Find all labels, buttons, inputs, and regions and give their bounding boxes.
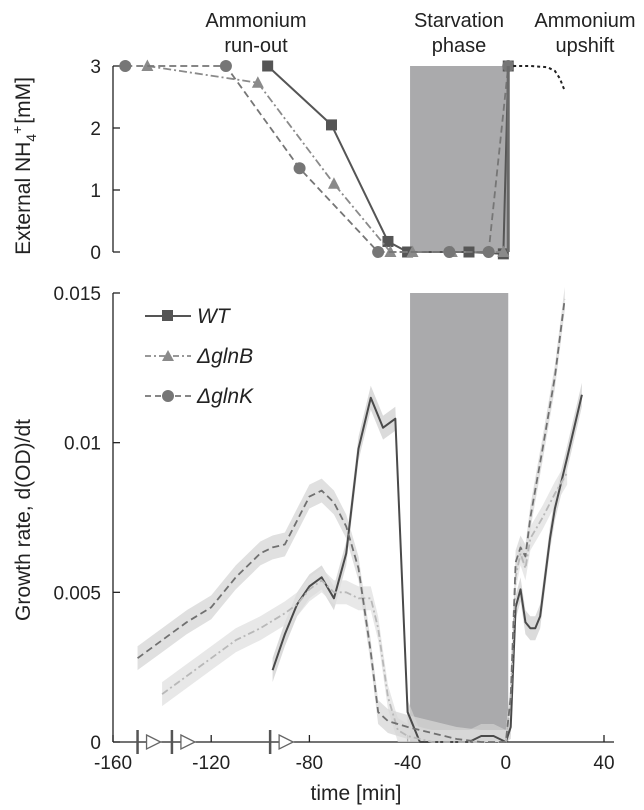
x-tick-label: 40 <box>593 753 614 774</box>
annotation-starvation-line2: phase <box>432 35 487 57</box>
legend-entry-wt: WT <box>145 305 232 328</box>
top-y-tick-label: 0 <box>90 243 101 264</box>
bottom-axes: 0 0.005 0.01 0.015 -160 -120 -80 -40 0 40 <box>53 284 614 774</box>
top-point-wt <box>262 60 274 72</box>
legend-entry-glnb: ΔglnB <box>145 345 253 368</box>
legend-entry-glnk: ΔglnK <box>145 385 254 408</box>
top-point-delta-glnk <box>119 60 132 72</box>
event-marker <box>268 730 295 754</box>
top-point-delta-glnb <box>251 76 264 88</box>
legend: WT ΔglnB ΔglnK <box>145 305 254 408</box>
x-axis-label: time [min] <box>310 782 401 805</box>
top-y-tick-label: 2 <box>90 119 101 140</box>
annotation-runout-line1: Ammonium <box>205 10 306 32</box>
bottom-y-tick-label: 0.01 <box>64 434 101 455</box>
top-series-delta-glnk <box>119 60 515 258</box>
top-point-wt <box>382 235 394 247</box>
x-tick-label: -80 <box>296 753 323 774</box>
legend-label-wt: WT <box>197 305 232 328</box>
bottom-y-tick-label: 0.005 <box>53 583 101 604</box>
top-y-tick-label: 1 <box>90 181 101 202</box>
event-marker-triangle <box>278 733 295 751</box>
growth-line-delta-glnk <box>137 298 566 743</box>
top-point-delta-glnk <box>219 60 232 72</box>
top-point-delta-glnk <box>293 162 306 175</box>
top-series-upshift <box>513 65 566 92</box>
annotation-upshift-line1: Ammonium <box>534 10 635 32</box>
starvation-shade-bottom <box>410 293 509 742</box>
event-marker <box>136 730 163 754</box>
event-marker-triangle <box>180 733 197 751</box>
event-marker <box>170 730 197 754</box>
top-point-delta-glnk <box>372 246 385 258</box>
legend-label-glnk: ΔglnK <box>196 385 254 408</box>
top-point-delta-glnb <box>327 177 340 189</box>
x-tick-label: -120 <box>192 753 230 774</box>
starvation-shade-top <box>410 66 509 252</box>
bottom-y-axis-label: Growth rate, d(OD)/dt <box>12 419 35 621</box>
annotation-upshift-line2: upshift <box>556 35 615 57</box>
x-tick-label: -40 <box>394 753 421 774</box>
x-tick-label: 0 <box>501 753 512 774</box>
legend-label-glnb: ΔglnB <box>196 345 253 368</box>
annotation-starvation-line1: Starvation <box>414 10 504 32</box>
bottom-y-tick-label: 0.015 <box>53 284 101 305</box>
top-point-delta-glnk <box>482 246 495 258</box>
top-point-delta-glnb <box>497 245 510 257</box>
top-line-upshift <box>513 65 566 92</box>
event-marker-triangle <box>145 733 163 751</box>
bottom-y-tick-label: 0 <box>90 733 101 754</box>
top-y-tick-label: 3 <box>90 57 101 78</box>
x-tick-label: -160 <box>94 753 132 774</box>
top-point-delta-glnk <box>443 246 456 258</box>
top-axes: 0 1 2 3 <box>90 57 120 264</box>
top-y-axis-label: External NH4+[mM] <box>9 77 39 255</box>
annotation-runout-line2: run-out <box>224 35 288 57</box>
top-point-wt <box>325 119 337 131</box>
bottom-plot <box>137 287 583 743</box>
top-plot <box>119 59 566 260</box>
